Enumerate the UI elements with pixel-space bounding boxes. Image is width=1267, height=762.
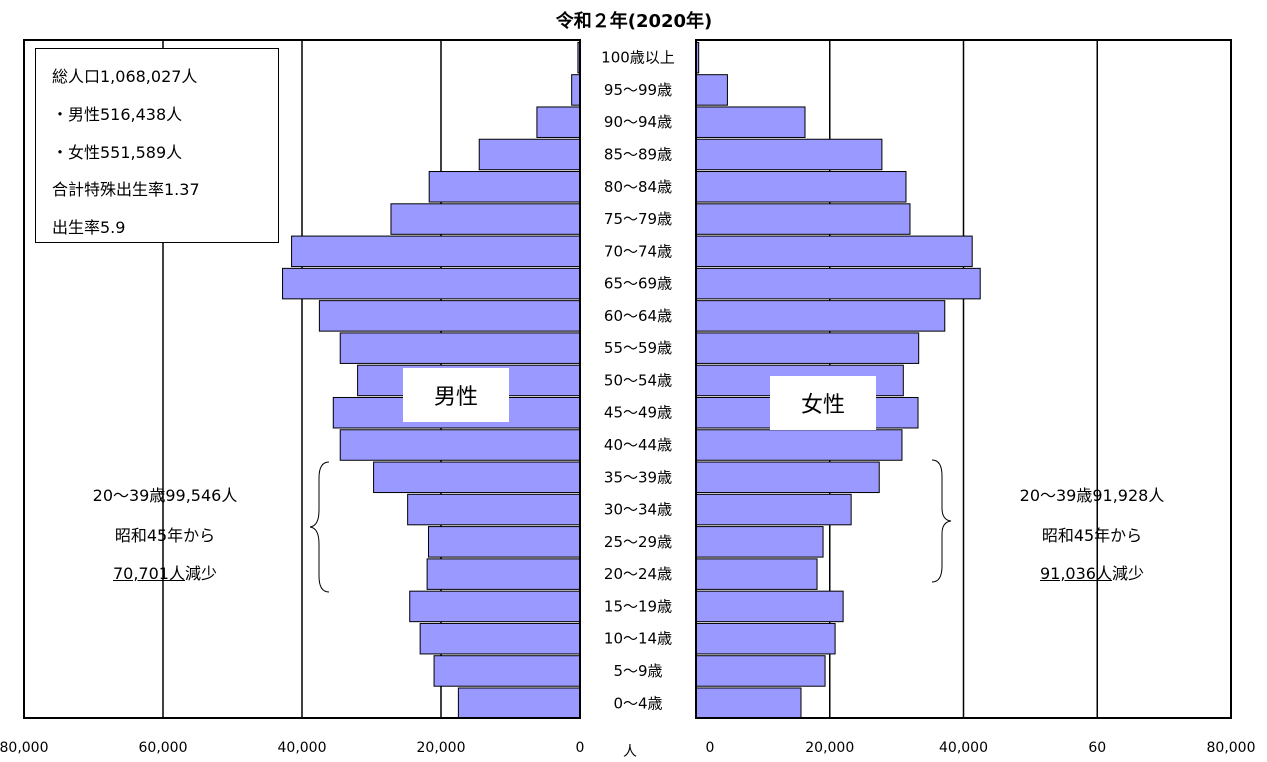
age-group-label: 30～34歳 — [604, 501, 672, 519]
male-bar-2 — [419, 622, 581, 655]
male-label: 男性 — [403, 368, 509, 422]
male-bar-11 — [339, 332, 581, 364]
chart-title: 令和２年(2020年) — [555, 10, 713, 32]
male-bar-8 — [339, 429, 581, 461]
male-bar-5 — [427, 526, 581, 558]
age-group-label: 15～19歳 — [604, 597, 672, 615]
age-group-label: 80～84歳 — [604, 178, 672, 196]
age-group-label: 20～24歳 — [604, 565, 672, 583]
female-bar-3 — [695, 590, 844, 623]
female-bar-6 — [695, 493, 852, 526]
male-bar-6 — [407, 493, 581, 526]
female-bar-12 — [695, 300, 946, 332]
female-x-tick-label: 40,000 — [939, 740, 988, 756]
female-bar-19 — [695, 74, 728, 106]
age-group-label: 0～4歳 — [613, 694, 662, 712]
male-x-tick-label: 40,000 — [278, 740, 327, 756]
male-x-tick-label: 60,000 — [139, 740, 188, 756]
male-bar-12 — [318, 300, 581, 332]
female-bar-13 — [695, 267, 981, 300]
age-group-label: 100歳以上 — [601, 49, 675, 67]
male-bar-0 — [457, 687, 581, 719]
male-bar-18 — [536, 106, 581, 138]
male-bar-14 — [291, 235, 581, 268]
female-plot-frame — [695, 39, 1232, 719]
male-decrease-number: 70,701人 — [112, 564, 185, 583]
male-bar-3 — [409, 590, 581, 623]
age-group-label: 90～94歳 — [604, 113, 672, 131]
male-bar-19 — [571, 74, 581, 106]
age-group-label: 25～29歳 — [604, 533, 672, 551]
male-bar-16 — [428, 171, 581, 203]
age-group-label: 95～99歳 — [604, 81, 672, 99]
female-decrease-suffix: 減少 — [1111, 564, 1144, 583]
female-x-tick-label: 20,000 — [805, 740, 854, 756]
age-group-label: 10～14歳 — [604, 630, 672, 648]
male-decrease-suffix: 減少 — [184, 564, 217, 583]
age-group-label: 35～39歳 — [604, 468, 672, 486]
female-bar-11 — [695, 332, 920, 364]
age-group-label: 5～9歳 — [613, 662, 662, 680]
age-group-label: 85～89歳 — [604, 145, 672, 163]
male-bar-17 — [478, 138, 581, 171]
total-population-text: 総人口1,068,027人 — [52, 67, 198, 86]
male-annotation-line3: 70,701人減少 — [40, 560, 290, 584]
female-bar-17 — [695, 138, 883, 171]
female-x-tick-label: 60 — [1088, 740, 1106, 756]
female-bar-2 — [695, 622, 836, 655]
female-label: 女性 — [770, 376, 876, 430]
male-annotation-line1: 20～39歳99,546人 — [92, 486, 238, 505]
age-group-label: 70～74歳 — [604, 242, 672, 260]
male-plot-frame — [23, 39, 581, 719]
age-group-label: 40～44歳 — [604, 436, 672, 454]
female-bar-7 — [695, 461, 880, 494]
right-brace-icon — [931, 459, 952, 583]
female-population-text: ・女性551,589人 — [52, 143, 183, 162]
axis-unit-label: 人 — [623, 744, 637, 760]
age-group-label: 50～54歳 — [604, 371, 672, 389]
female-bar-15 — [695, 203, 911, 235]
female-bar-5 — [695, 526, 824, 558]
male-bar-13 — [282, 267, 581, 300]
age-group-label: 75～79歳 — [604, 210, 672, 228]
female-annotation-line3: 91,036人減少 — [967, 560, 1217, 584]
birth-rate-text: 出生率5.9 — [52, 218, 126, 237]
female-bar-0 — [695, 687, 802, 719]
male-bar-15 — [390, 203, 581, 235]
female-annotation-line1: 20～39歳91,928人 — [1019, 486, 1165, 505]
female-bar-14 — [695, 235, 973, 268]
age-group-label: 65～69歳 — [604, 275, 672, 293]
female-x-tick-label: 0 — [706, 740, 715, 756]
female-bar-18 — [695, 106, 806, 138]
male-bar-4 — [426, 558, 581, 590]
male-population-text: ・男性516,438人 — [52, 105, 183, 124]
age-group-label: 45～49歳 — [604, 404, 672, 422]
male-bar-1 — [433, 655, 581, 687]
fertility-rate-text: 合計特殊出生率1.37 — [52, 180, 200, 199]
summary-info-box: 総人口1,068,027人 ・男性516,438人 ・女性551,589人 合計… — [35, 48, 279, 243]
female-bar-16 — [695, 171, 907, 203]
male-bar-7 — [373, 461, 581, 494]
female-x-tick-label: 80,000 — [1207, 740, 1256, 756]
female-decrease-number: 91,036人 — [1039, 564, 1112, 583]
female-bar-1 — [695, 655, 826, 687]
male-annotation-line2: 昭和45年から — [114, 526, 216, 545]
male-x-tick-label: 80,000 — [0, 740, 49, 756]
male-x-tick-label: 20,000 — [417, 740, 466, 756]
age-group-label: 60～64歳 — [604, 307, 672, 325]
male-x-tick-label: 0 — [576, 740, 585, 756]
age-group-label: 55～59歳 — [604, 339, 672, 357]
female-bar-4 — [695, 558, 818, 590]
female-annotation-line2: 昭和45年から — [1041, 526, 1143, 545]
left-brace-icon — [309, 461, 330, 593]
female-bar-8 — [695, 429, 903, 461]
